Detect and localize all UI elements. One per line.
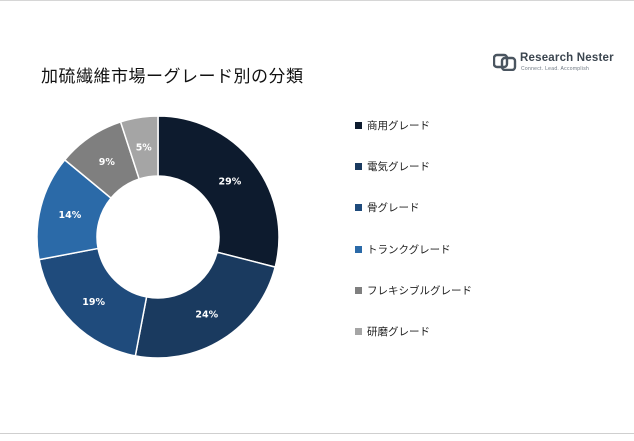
slice-label-3: 19% [82, 297, 105, 308]
legend-label: フレキシブルグレード [367, 284, 472, 297]
top-divider [0, 0, 634, 1]
legend-label: 商用グレード [367, 120, 430, 132]
slice-label-1: 29% [219, 177, 242, 188]
logo-tagline: Connect. Lead. Accomplish [521, 66, 590, 72]
logo-name: Research Nester [520, 52, 614, 64]
legend-swatch [355, 163, 362, 171]
legend-label: 骨グレード [367, 202, 420, 215]
legend-swatch [355, 286, 362, 294]
legend-swatch [355, 245, 362, 253]
legend-label: 電気グレード [367, 161, 430, 174]
research-nester-logo: Research Nester Connect. Lead. Accomplis… [493, 51, 614, 77]
chart-title: 加硫繊維市場ーグレード別の分類 [41, 67, 304, 87]
slice-label-6: 5% [136, 143, 153, 154]
rn-logo-icon [493, 53, 517, 71]
legend-swatch [355, 204, 362, 212]
legend-label: トランクグレード [367, 243, 451, 256]
bottom-divider [0, 433, 634, 434]
slice-label-5: 9% [99, 157, 116, 168]
legend-swatch [355, 122, 362, 129]
legend-swatch [355, 328, 362, 335]
slice-label-2: 24% [195, 309, 218, 320]
legend-label: 研磨グレード [367, 326, 430, 338]
donut-slice-2 [134, 251, 277, 359]
slice-label-4: 14% [58, 210, 81, 221]
donut-slice-6 [119, 115, 159, 180]
donut-slice-1 [157, 115, 280, 269]
